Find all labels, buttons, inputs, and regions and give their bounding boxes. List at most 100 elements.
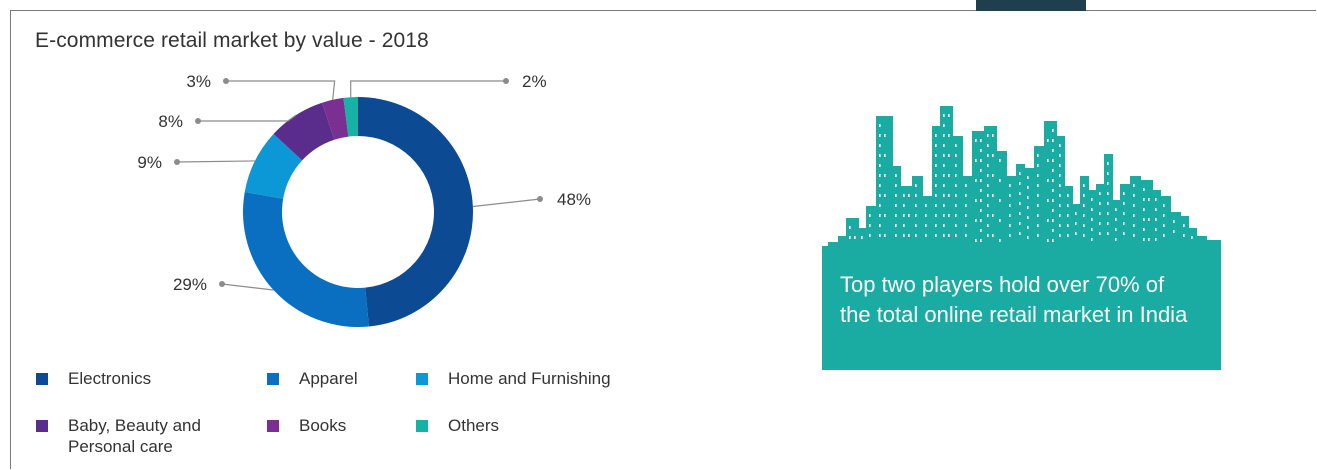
skyline-window — [1052, 149, 1054, 152]
skyline-window — [1037, 164, 1039, 167]
skyline-window — [1019, 212, 1021, 215]
skyline-building — [1056, 136, 1065, 246]
donut-slice-baby-beauty-and-personal-care — [273, 102, 335, 161]
skyline-window — [1091, 228, 1093, 231]
skyline-window — [925, 234, 927, 237]
skyline-window — [1059, 194, 1061, 197]
leader-dot — [195, 118, 201, 124]
skyline-window — [1075, 232, 1077, 235]
callout-text: Top two players hold over 70% of the tot… — [840, 272, 1188, 327]
skyline-window — [943, 144, 945, 147]
skyline-window — [1052, 129, 1054, 132]
skyline-window — [1052, 139, 1054, 142]
leader-dot — [537, 196, 543, 202]
skyline-window — [975, 219, 977, 222]
donut-slice-electronics — [358, 97, 473, 327]
skyline-window — [965, 194, 967, 197]
skyline-window — [1148, 218, 1150, 221]
skyline-window — [943, 134, 945, 137]
skyline-window — [943, 124, 945, 127]
skyline-window — [955, 224, 957, 227]
skyline-window — [1148, 238, 1150, 241]
skyline-window — [1059, 214, 1061, 217]
skyline-window — [895, 214, 897, 217]
legend-label: Books — [299, 416, 347, 435]
legend-item-electronics: Electronics — [36, 368, 151, 389]
skyline-window — [955, 154, 957, 157]
skyline-window — [992, 154, 994, 157]
skyline-window — [884, 154, 886, 157]
skyline-window — [943, 234, 945, 237]
legend-label: Baby, Beauty and Personal care — [68, 416, 201, 456]
leader-line — [176, 160, 255, 163]
skyline-window — [1009, 224, 1011, 227]
skyline-window — [987, 154, 989, 157]
skyline-window — [987, 184, 989, 187]
skyline-window — [1099, 192, 1101, 195]
skyline-building — [900, 186, 913, 246]
skyline-window — [1037, 194, 1039, 197]
city-skyline-icon — [822, 106, 1221, 262]
skyline-window — [1037, 214, 1039, 217]
skyline-building — [1170, 212, 1181, 246]
skyline-window — [854, 236, 856, 239]
skyline-window — [1123, 222, 1125, 225]
legend-label: Others — [448, 416, 500, 435]
skyline-window — [1009, 184, 1011, 187]
skyline-building — [912, 176, 923, 246]
skyline-window — [1107, 212, 1109, 215]
skyline-window — [1047, 199, 1049, 202]
skyline-window — [955, 234, 957, 237]
skyline-window — [1019, 202, 1021, 205]
skyline-building — [1104, 154, 1113, 246]
leader-line — [221, 283, 274, 291]
skyline-window — [948, 114, 950, 117]
skyline-window — [879, 194, 881, 197]
skyline-window — [1009, 214, 1011, 217]
skyline-window — [1107, 202, 1109, 205]
skyline-window — [975, 239, 977, 242]
skyline-window — [1133, 194, 1135, 197]
skyline-building — [1160, 196, 1171, 246]
skyline-window — [879, 234, 881, 237]
skyline-window — [1107, 232, 1109, 235]
data-label: 8% — [158, 112, 183, 131]
skyline-window — [908, 234, 910, 237]
data-label: 9% — [137, 153, 162, 172]
skyline-window — [948, 194, 950, 197]
skyline-window — [1059, 164, 1061, 167]
header-tab — [976, 0, 1086, 11]
skyline-building — [972, 131, 985, 246]
skyline-window — [1091, 218, 1093, 221]
skyline-window — [987, 164, 989, 167]
skyline-window — [948, 154, 950, 157]
skyline-window — [915, 194, 917, 197]
skyline-window — [1059, 234, 1061, 237]
data-label: 48% — [557, 190, 591, 209]
skyline-window — [980, 149, 982, 152]
callout-box: Top two players hold over 70% of the tot… — [822, 262, 1221, 370]
skyline-window — [1047, 139, 1049, 142]
skyline-window — [955, 214, 957, 217]
skyline-window — [987, 214, 989, 217]
skyline-window — [1083, 184, 1085, 187]
skyline-window — [1133, 204, 1135, 207]
skyline-window — [1163, 214, 1165, 217]
skyline-window — [992, 134, 994, 137]
skyline-window — [1037, 174, 1039, 177]
skyline-window — [1047, 219, 1049, 222]
legend-item-books: Books — [267, 415, 346, 436]
skyline-window — [1009, 204, 1011, 207]
skyline-window — [935, 144, 937, 147]
skyline-window — [903, 214, 905, 217]
skyline-window — [884, 194, 886, 197]
skyline-window — [1155, 238, 1157, 241]
skyline-window — [1027, 206, 1029, 209]
skyline-window — [943, 194, 945, 197]
skyline-window — [943, 214, 945, 217]
skyline-window — [1155, 208, 1157, 211]
skyline-window — [1027, 186, 1029, 189]
skyline-window — [895, 184, 897, 187]
skyline-window — [987, 134, 989, 137]
skyline-window — [1059, 144, 1061, 147]
